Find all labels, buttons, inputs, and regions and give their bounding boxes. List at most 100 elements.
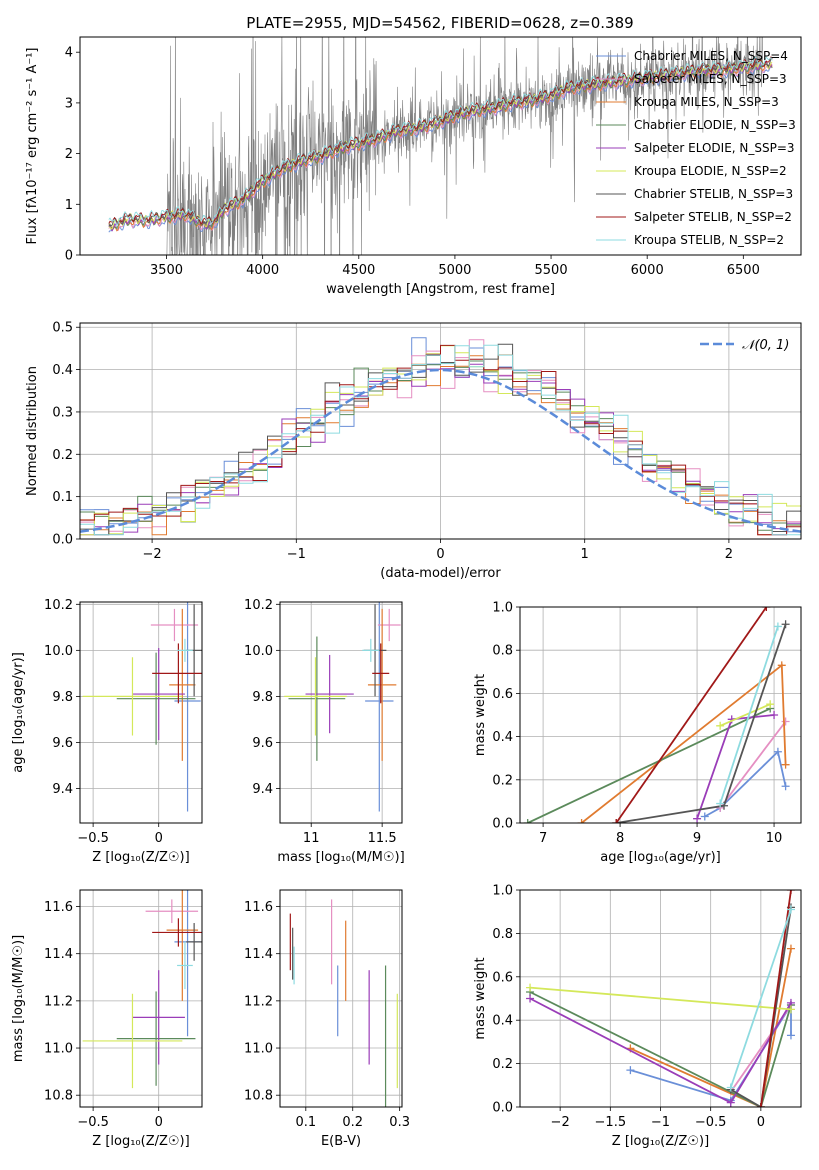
mass-Z-panel: −0.5 0 10.8 11.0 11.2 11.4 11.6 Z [log₁₀(Z/Z☉)]… [11, 889, 203, 1149]
spectrum-xtick-label: 6000 [631, 263, 664, 278]
weight-Z-ytick-label: 0.8 [492, 927, 513, 942]
model-line-kroupa_stelib [108, 56, 773, 226]
age-Z-panel: −0.5 0 9.4 9.6 9.8 10.0 10.2 Z [log₁₀(Z/Z☉)] age… [11, 598, 203, 865]
residuals-xtick-label: 0 [436, 547, 444, 562]
legend-label: Chabrier STELIB, N_SSP=3 [634, 187, 793, 201]
weight-Z-ytick-label: 0.2 [492, 1057, 513, 1072]
mass-Z-xtick-label: −0.5 [77, 1115, 109, 1130]
residuals-ytick-label: 0.2 [52, 448, 73, 463]
histogram-salpeter_stelib [80, 344, 801, 536]
residuals-ytick-label: 0.0 [52, 533, 73, 548]
age-Z-ytick-label: 9.6 [52, 736, 73, 751]
legend-label: Salpeter STELIB, N_SSP=2 [634, 210, 792, 224]
mass-ebv-xtick-label: 0.3 [389, 1115, 410, 1130]
mass-ebv-ytick-label: 11.2 [244, 994, 273, 1009]
mass-ebv-panel: 0.1 0.2 0.3 10.8 11.0 11.2 11.4 11.6 E(B-V) [244, 889, 410, 1149]
weight-Z-ytick-label: 1.0 [492, 884, 513, 899]
legend-label: Kroupa ELODIE, N_SSP=2 [634, 164, 787, 178]
weight-Z-xlabel: Z [log₁₀(Z/Z☉)] [612, 1134, 709, 1149]
weight-line-chabrier_elodie [527, 707, 771, 823]
mass-Z-xlabel: Z [log₁₀(Z/Z☉)] [92, 1134, 189, 1149]
axes-frame [79, 601, 203, 824]
legend-label: Chabrier MILES, N_SSP=4 [634, 49, 788, 63]
weight-marker-salpeter_stelib [756, 1103, 765, 1107]
model-line-kroupa_elodie [108, 58, 773, 230]
weight-Z-xtick-label: −2 [551, 1115, 570, 1130]
weight-marker-chabrier_miles [781, 782, 790, 791]
age-mass-xtick-label: 11 [303, 831, 320, 846]
weight-marker-salpeter_elodie [693, 814, 702, 823]
axes-frame [79, 889, 203, 1108]
weight-marker-chabrier_miles [773, 747, 782, 756]
weight-line-kroupa_miles [581, 663, 787, 823]
mass-ebv-ytick-label: 11.0 [244, 1042, 273, 1057]
weight-line-chabrier_elodie [529, 991, 792, 1107]
weight-line-kroupa_stelib [729, 909, 792, 1088]
mass-Z-ytick-label: 10.8 [44, 1089, 73, 1104]
histogram-kroupa_miles [80, 354, 801, 536]
weight-Z-ytick-label: 0.6 [492, 970, 513, 985]
weight-Z-xtick-label: −1 [651, 1115, 670, 1130]
weight-Z-ylabel: mass weight [473, 957, 488, 1039]
weight-marker-kroupa_elodie [786, 1005, 795, 1014]
mass-ebv-ytick-label: 11.4 [244, 947, 273, 962]
weight-age-ytick-label: 0.2 [492, 773, 513, 788]
spectrum-ytick-label: 0 [65, 249, 73, 264]
weight-marker-salpeter_elodie [770, 711, 779, 719]
age-mass-ytick-label: 9.8 [252, 690, 273, 705]
weight-line-chabrier_stelib [616, 624, 787, 823]
weight-Z-xtick-label: 0 [757, 1115, 765, 1130]
age-Z-ytick-label: 10.2 [44, 598, 73, 613]
spectrum-xtick-label: 5000 [438, 263, 471, 278]
residuals-panel: −2 −1 0 1 2 0.0 0.1 0.2 0.3 0.4 0.5 (data-model)/er… [25, 321, 802, 581]
weight-marker-kroupa_elodie [716, 721, 725, 730]
weight-line-kroupa_stelib [719, 626, 779, 804]
legend-label: Kroupa MILES, N_SSP=3 [634, 95, 779, 109]
weight-marker-kroupa_miles [786, 944, 795, 953]
weight-line-kroupa_miles [630, 948, 792, 1107]
age-mass-ytick-label: 10.2 [244, 598, 273, 613]
spectrum-plot-area [108, 37, 773, 255]
age-Z-plot-area [82, 602, 202, 812]
weight-age-xtick-label: 7 [539, 831, 547, 846]
weight-age-panel: 7 8 9 10 0.0 0.2 0.4 0.6 0.8 1.0 age [log₁₀(age/yr… [473, 601, 802, 865]
spectrum-xtick-label: 5500 [535, 263, 568, 278]
histogram-salpeter_elodie [80, 363, 801, 536]
weight-line-kroupa_elodie [529, 986, 792, 1011]
spectrum-panel: 3500 4000 4500 5000 5500 6000 6500 0 1 2 3 4 wavelen… [25, 36, 802, 297]
age-Z-xtick-label: 0 [155, 831, 163, 846]
weight-line-kroupa_elodie [719, 703, 771, 727]
mass-Z-xtick-label: 0 [155, 1115, 163, 1130]
weight-marker-kroupa_stelib [773, 622, 782, 631]
age-mass-ytick-label: 9.6 [252, 736, 273, 751]
weight-marker-kroupa_stelib [726, 1083, 735, 1092]
mass-ebv-ytick-label: 11.6 [244, 900, 273, 915]
residuals-xtick-label: 2 [725, 547, 733, 562]
age-mass-xlabel: mass [log₁₀(M/M☉)] [277, 850, 404, 865]
mass-Z-ytick-label: 11.4 [44, 947, 73, 962]
weight-Z-xtick-label: −1.5 [595, 1115, 627, 1130]
weight-line-chabrier_miles [704, 749, 787, 818]
mass-ebv-ytick-label: 10.8 [244, 1089, 273, 1104]
axes-frame [79, 322, 802, 540]
age-Z-xlabel: Z [log₁₀(Z/Z☉)] [92, 850, 189, 865]
weight-age-xtick-label: 9 [693, 831, 701, 846]
weight-line-chabrier_stelib [730, 907, 792, 1107]
mass-Z-ytick-label: 11.6 [44, 900, 73, 915]
weight-marker-salpeter_stelib [786, 890, 795, 894]
age-mass-plot-area [284, 602, 401, 812]
residuals-ytick-label: 0.3 [52, 405, 73, 420]
weight-age-xlabel: age [log₁₀(age/yr)] [600, 850, 721, 865]
age-mass-ytick-label: 9.4 [252, 782, 273, 797]
weight-Z-panel: −2 −1.5 −1 −0.5 0 0.0 0.2 0.4 0.6 0.8 1.0 Z [log₁₀(… [473, 884, 802, 1149]
spectrum-xtick-label: 4000 [246, 263, 279, 278]
spectrum-ytick-label: 4 [65, 46, 73, 61]
spectrum-xtick-label: 3500 [150, 263, 183, 278]
weight-marker-kroupa_stelib [786, 905, 795, 914]
mass-Z-ytick-label: 11.2 [44, 994, 73, 1009]
age-mass-xtick-label: 11.5 [368, 831, 397, 846]
weight-marker-salpeter_stelib [612, 819, 621, 823]
weight-line-salpeter_miles [719, 720, 787, 809]
weight-marker-chabrier_miles [786, 1031, 795, 1040]
weight-age-ylabel: mass weight [473, 674, 488, 756]
